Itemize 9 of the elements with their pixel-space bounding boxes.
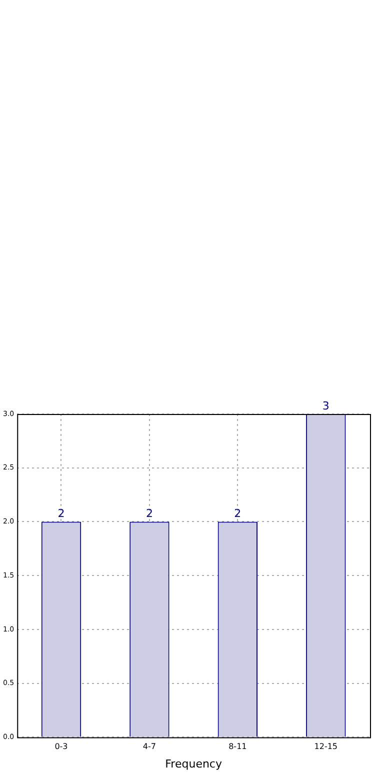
data-label: 2 [234,507,242,520]
x-tick-label: 8-11 [228,742,247,752]
x-tick-label: 4-7 [142,742,156,752]
data-label: 2 [146,507,153,520]
data-label: 2 [58,507,65,520]
data-label: 3 [322,399,330,412]
x-axis-title: Frequency [165,757,222,770]
x-tick-label: 12-15 [314,742,338,752]
x-tick-label: 0-3 [54,742,68,752]
